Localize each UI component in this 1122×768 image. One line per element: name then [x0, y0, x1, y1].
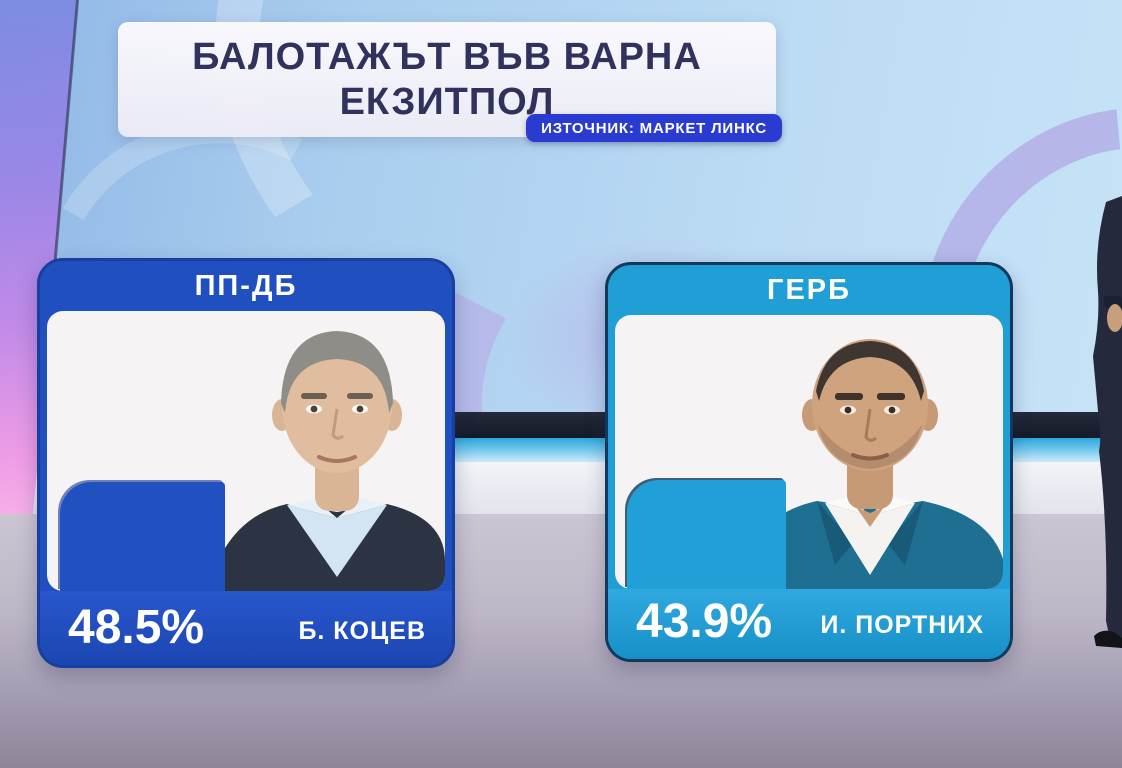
card-accent-tab: [60, 482, 225, 591]
vote-percentage: 43.9%: [636, 595, 773, 648]
candidate-name: И. ПОРТНИХ: [820, 610, 984, 639]
presenter-silhouette: [1093, 196, 1122, 648]
candidate-photo: [207, 331, 445, 591]
result-card-ppdb: ПП-ДБ: [37, 258, 455, 668]
headline-line-1: БАЛОТАЖЪТ ВЪВ ВАРНА: [192, 35, 702, 78]
source-badge: ИЗТОЧНИК: МАРКЕТ ЛИНКС: [526, 114, 782, 142]
headline-panel: БАЛОТАЖЪТ ВЪВ ВАРНА ЕКЗИТПОЛ ИЗТОЧНИК: М…: [118, 22, 782, 142]
result-bar: 43.9% И. ПОРТНИХ: [608, 589, 1010, 659]
candidate-name: Б. КОЦЕВ: [298, 616, 426, 645]
result-bar: 48.5% Б. КОЦЕВ: [40, 591, 452, 665]
headline-line-2: ЕКЗИТПОЛ: [339, 80, 555, 123]
party-name: ПП-ДБ: [194, 269, 298, 302]
candidate-photo: [727, 339, 1003, 589]
vote-percentage: 48.5%: [68, 601, 205, 654]
result-card-gerb: ГЕРБ: [605, 262, 1013, 662]
card-accent-tab: [627, 480, 786, 589]
party-name: ГЕРБ: [767, 273, 851, 306]
